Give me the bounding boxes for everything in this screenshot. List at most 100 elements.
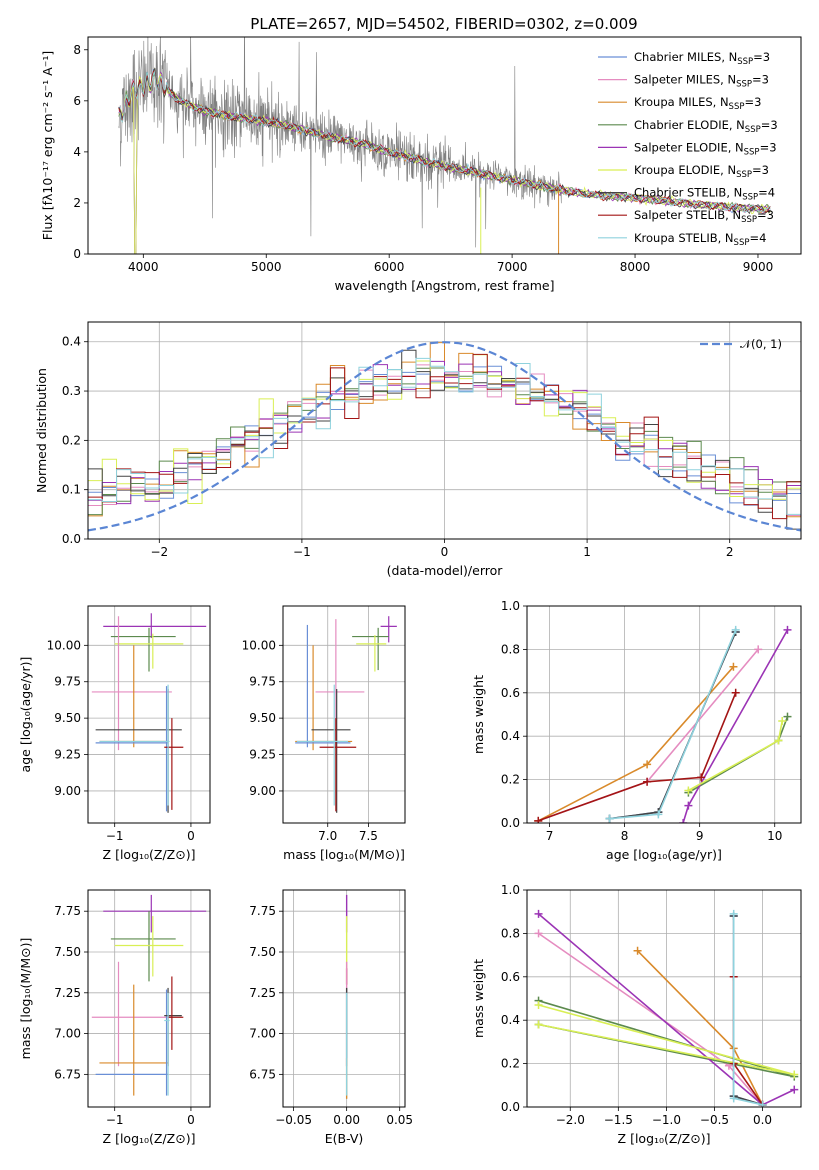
plot-area — [534, 625, 792, 823]
x-axis-label: (data-model)/error — [387, 563, 504, 578]
ticks: 7.0 7.5 9.00 9.25 9.50 9.75 10.00 — [242, 638, 378, 843]
data-point — [684, 801, 693, 810]
series-chabrier-miles — [609, 631, 737, 820]
y-axis-label: Flux [fλ10⁻¹⁷ erg cm⁻² s⁻¹ A⁻¹] — [40, 51, 55, 240]
data-point — [633, 946, 642, 955]
data-point — [731, 625, 740, 634]
data-point — [758, 1100, 767, 1107]
y-tick-label: 10.00 — [47, 638, 81, 652]
series-salpeter-stelib — [732, 976, 764, 1106]
x-tick-label: 0.00 — [333, 1113, 360, 1127]
y-tick-label: 0.4 — [501, 1013, 520, 1027]
y-axis-label: mass weight — [471, 959, 486, 1038]
y-tick-label: 0.2 — [501, 773, 520, 787]
data-point — [534, 1001, 543, 1010]
x-tick-label: 6000 — [374, 260, 405, 274]
x-axis-label: mass [log₁₀(M/M⊙)] — [283, 847, 405, 862]
plot-area — [118, 37, 771, 254]
data-point — [697, 773, 706, 782]
x-tick-label: 0 — [441, 545, 449, 559]
histogram-kroupa-stelib — [88, 357, 801, 515]
y-tick-label: 0.4 — [501, 729, 520, 743]
y-tick-label: 0.4 — [62, 335, 81, 349]
axes-mass-vs-ebv: −0.05 0.00 0.05 6.75 7.00 7.25 7.50 7.75 E(B-V) — [249, 889, 413, 1146]
y-tick-label: 6.75 — [54, 1067, 81, 1081]
data-point — [729, 662, 738, 671]
x-axis-label: Z [log₁₀(Z/Z⊙)] — [103, 847, 196, 862]
legend-label: Kroupa MILES, NSSP=3 — [634, 95, 761, 112]
x-tick-label: 0.0 — [753, 1113, 772, 1127]
ticks: 7 8 9 10 0.0 0.2 0.4 0.6 0.8 1.0 — [501, 599, 782, 843]
x-tick-label: −0.5 — [700, 1113, 729, 1127]
data-point — [534, 909, 543, 918]
x-tick-label: 7.5 — [359, 829, 378, 843]
x-tick-label: 7000 — [497, 260, 528, 274]
series-chabrier-elodie — [687, 716, 789, 794]
axes-weight-vs-Z: −2.0 −1.5 −1.0 −0.5 0.0 0.0 0.2 0.4 0.6 0.8 1.0 Z [… — [471, 883, 802, 1146]
y-tick-label: 7.25 — [249, 986, 276, 1000]
axes-age-vs-mass: 7.0 7.5 9.00 9.25 9.50 9.75 10.00 mass [log₁₀(M… — [242, 605, 406, 862]
x-tick-label: −2 — [150, 545, 168, 559]
series-kroupa-miles — [637, 950, 764, 1106]
data-point — [790, 1085, 799, 1094]
data-point — [643, 777, 652, 786]
y-tick-label: 9.25 — [54, 748, 81, 762]
y-tick-label: 7.25 — [54, 986, 81, 1000]
x-tick-label: 5000 — [251, 260, 282, 274]
y-tick-label: 0.1 — [62, 483, 81, 497]
legend: 𝒩(0, 1) — [700, 337, 782, 351]
y-tick-label: 0.0 — [501, 816, 520, 830]
y-tick-label: 7.50 — [54, 945, 81, 959]
y-tick-label: 9.75 — [249, 675, 276, 689]
x-axis-label: age [log₁₀(age/yr)] — [606, 847, 722, 862]
series-chabrier-stelib — [609, 631, 737, 820]
axes-weight-vs-age: 7 8 9 10 0.0 0.2 0.4 0.6 0.8 1.0 age [log₁₀(age/yr… — [471, 599, 802, 862]
y-tick-label: 7.75 — [249, 904, 276, 918]
x-tick-label: 8 — [621, 829, 629, 843]
x-tick-label: −1.5 — [604, 1113, 633, 1127]
figure-title: PLATE=2657, MJD=54502, FIBERID=0302, z=0… — [250, 15, 637, 33]
y-tick-label: 0.6 — [501, 686, 520, 700]
x-tick-label: 9000 — [743, 260, 774, 274]
plot-area — [534, 909, 799, 1107]
data-point — [783, 625, 792, 634]
y-tick-label: 7.00 — [249, 1027, 276, 1041]
y-tick-label: 0.6 — [501, 970, 520, 984]
x-tick-label: −1 — [293, 545, 311, 559]
x-axis-label: wavelength [Angstrom, rest frame] — [334, 278, 554, 293]
x-tick-label: 10 — [767, 829, 782, 843]
y-tick-label: 2 — [73, 196, 81, 210]
x-tick-label: 0 — [187, 1113, 195, 1127]
axes-age-vs-Z: −1 0 9.00 9.25 9.50 9.75 10.00 Z [log₁₀(Z/Z⊙)] a… — [18, 605, 211, 862]
model-spectrum-kroupa-stelib — [118, 70, 771, 214]
histogram-salpeter-stelib — [88, 353, 801, 520]
y-axis-label: mass weight — [471, 675, 486, 754]
axes-frame — [282, 889, 406, 1108]
legend-label: Chabrier ELODIE, NSSP=3 — [634, 118, 778, 135]
x-tick-label: −2.0 — [556, 1113, 585, 1127]
axes-frame — [87, 36, 802, 255]
x-axis-label: Z [log₁₀(Z/Z⊙)] — [103, 1131, 196, 1146]
ticks: −2.0 −1.5 −1.0 −0.5 0.0 0.0 0.2 0.4 0.6 0.8 1.0 — [501, 883, 772, 1127]
ticks: −2 −1 0 1 2 0.0 0.1 0.2 0.3 0.4 — [62, 335, 734, 559]
x-tick-label: 7.0 — [318, 829, 337, 843]
y-tick-label: 1.0 — [501, 599, 520, 613]
axes-frame — [282, 605, 406, 824]
y-tick-label: 4 — [73, 145, 81, 159]
data-point — [654, 810, 663, 819]
y-tick-label: 0.2 — [62, 433, 81, 447]
data-point — [605, 814, 614, 823]
plot-area — [91, 894, 207, 1096]
y-tick-label: 9.50 — [54, 711, 81, 725]
x-tick-label: 0.05 — [386, 1113, 413, 1127]
y-tick-label: 8 — [73, 43, 81, 57]
axes-frame — [87, 605, 211, 824]
data-point — [790, 1070, 799, 1079]
data-point — [731, 688, 740, 697]
legend-label: Kroupa STELIB, NSSP=4 — [634, 231, 766, 248]
legend-label: Salpeter MILES, NSSP=3 — [634, 73, 769, 90]
data-point — [679, 819, 688, 823]
axes-spectrum: 4000 5000 6000 7000 8000 9000 0 2 4 6 8 wavelength … — [40, 36, 802, 293]
legend-label: Salpeter ELODIE, NSSP=3 — [634, 140, 777, 157]
